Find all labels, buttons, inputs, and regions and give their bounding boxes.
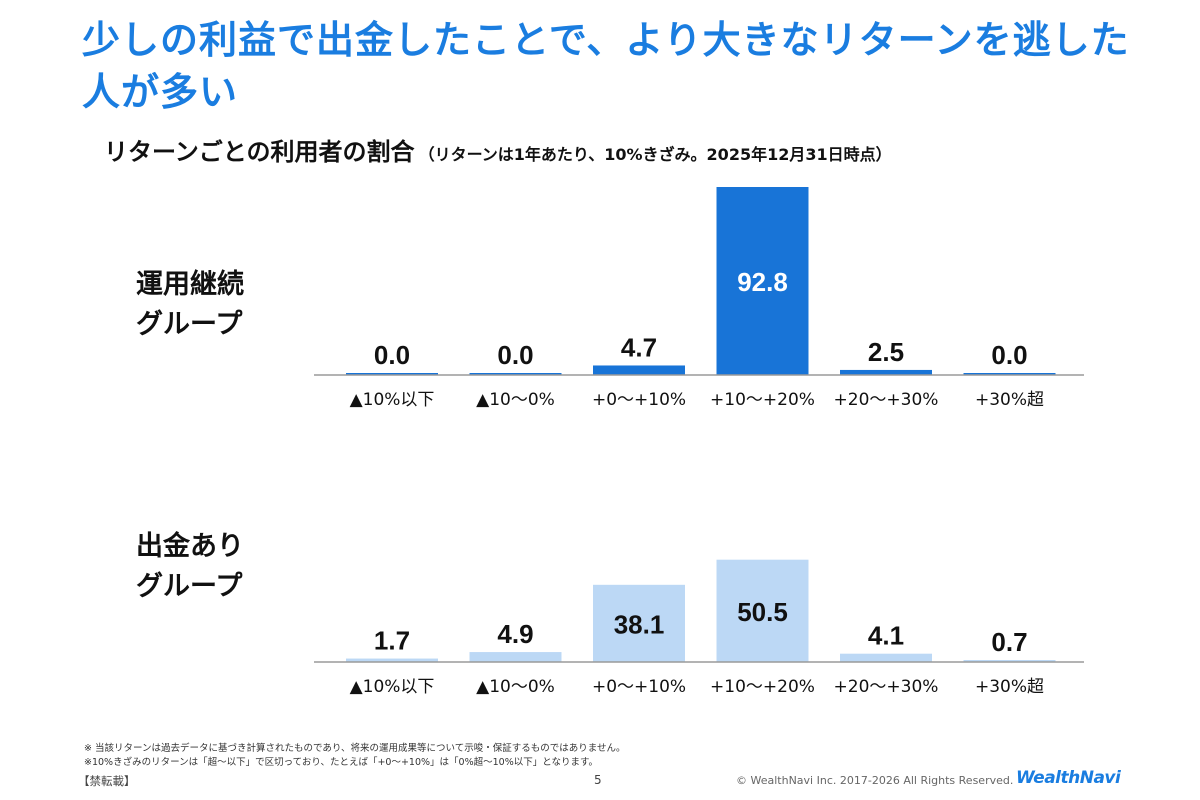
x-tick-label: ▲10%以下 [350,677,435,697]
x-tick-label: +20～+30% [834,390,939,410]
x-tick-label: +0～+10% [592,390,686,410]
group-label-continuing: 運用継続 グループ [136,265,244,345]
data-label: 4.7 [621,332,657,362]
data-label: 0.0 [991,340,1027,370]
x-tick-label: +30%超 [975,677,1044,697]
bar [840,369,932,375]
x-tick-label: +20～+30% [834,677,939,697]
data-label: 0.0 [497,340,533,370]
bar [963,660,1056,662]
bar [840,653,932,662]
chart-title-main: リターンごとの利用者の割合 [104,138,415,166]
chart-subtitle: （リターンは1年あたり、10%きざみ。2025年12月31日時点） [418,145,892,164]
bar [346,658,438,662]
x-tick-label: +10～+20% [710,677,815,697]
bar [469,373,562,375]
data-label: 4.9 [497,619,533,649]
data-label: 4.1 [868,621,904,651]
page-title: 少しの利益で出金したことで、より大きなリターンを逃した人が多い [82,18,1130,114]
footnotes: ※ 当該リターンは過去データに基づき計算されたものであり、将来の運用成果等につい… [84,742,625,770]
group-label-withdrawn: 出金あり グループ [136,527,244,607]
brand-logo: WealthNavi [1016,768,1121,788]
x-tick-label: ▲10～0% [476,677,555,697]
copyright: © WealthNavi Inc. 2017-2026 All Rights R… [736,774,1014,787]
bar [716,559,809,662]
footnote-1: ※ 当該リターンは過去データに基づき計算されたものであり、将来の運用成果等につい… [84,743,626,754]
x-tick-label: ▲10%以下 [350,390,435,410]
data-label: 50.5 [737,597,788,627]
x-tick-label: +30%超 [975,390,1044,410]
bar [963,373,1056,375]
bar [469,652,562,662]
x-tick-label: +0～+10% [592,677,686,697]
confidential-label: 【禁転載】 [78,774,136,788]
data-label: 92.8 [737,267,788,297]
bar [593,365,685,375]
group-label-line1: 出金あり [136,531,244,562]
data-label: 0.7 [991,627,1027,657]
data-label: 38.1 [614,609,665,639]
group-label-line1: 運用継続 [136,269,244,300]
bar [593,584,685,662]
group-label-line2: グループ [136,309,243,340]
group-label-line2: グループ [136,571,243,602]
chart-title: リターンごとの利用者の割合 （リターンは1年あたり、10%きざみ。2025年12月… [104,132,892,167]
bar [346,373,438,375]
footnote-2: ※10%きざみのリターンは「超～以下」で区切っており、たとえば「+0～+10%」… [84,757,598,768]
x-tick-label: ▲10～0% [476,390,555,410]
data-label: 1.7 [374,626,410,656]
x-tick-label: +10～+20% [710,390,815,410]
data-label: 2.5 [868,337,904,367]
bar [716,187,809,375]
data-label: 0.0 [374,340,410,370]
page-number: 5 [594,773,602,787]
